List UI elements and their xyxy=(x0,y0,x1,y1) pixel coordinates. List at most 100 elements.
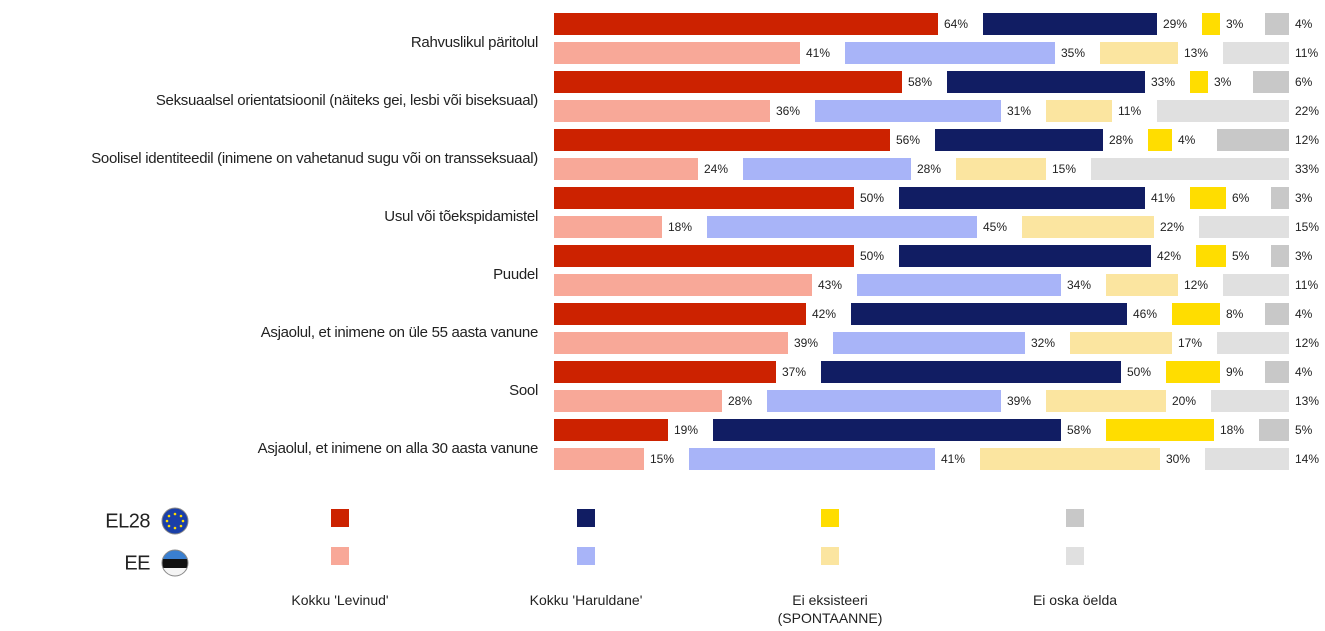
legend-label: Kokku 'Levinud' xyxy=(291,592,389,608)
legend-swatch xyxy=(331,509,349,527)
bar-segment xyxy=(554,274,812,296)
bar-segment xyxy=(1070,332,1172,354)
bar-segment xyxy=(743,158,911,180)
value-label: 50% xyxy=(860,191,884,205)
value-label: 22% xyxy=(1160,220,1184,234)
bar-segment xyxy=(1205,448,1289,470)
value-label: 24% xyxy=(704,162,728,176)
bar-segment xyxy=(554,42,800,64)
value-label: 33% xyxy=(1151,75,1175,89)
value-label: 56% xyxy=(896,133,920,147)
bar-segment xyxy=(554,13,938,35)
bar-segment xyxy=(1217,129,1289,151)
bar-segment xyxy=(1157,100,1289,122)
bar-segment xyxy=(935,129,1103,151)
bar-segment xyxy=(1106,274,1178,296)
value-label: 15% xyxy=(1052,162,1076,176)
bar-segment xyxy=(554,129,890,151)
value-label: 14% xyxy=(1295,452,1319,466)
bar-segment xyxy=(1091,158,1289,180)
legend-swatch xyxy=(577,547,595,565)
bar-segment xyxy=(1223,274,1289,296)
value-label: 32% xyxy=(1031,336,1055,350)
bar-segment xyxy=(956,158,1046,180)
bar-segment xyxy=(1265,361,1289,383)
bar-segment xyxy=(554,448,644,470)
bar-segment xyxy=(1196,245,1226,267)
legend-swatch xyxy=(331,547,349,565)
bar-segment xyxy=(554,245,854,267)
legend-label: Ei oska öelda xyxy=(1032,592,1118,608)
value-label: 41% xyxy=(1151,191,1175,205)
value-label: 4% xyxy=(1295,365,1313,379)
legend-swatch xyxy=(821,509,839,527)
value-label: 28% xyxy=(1109,133,1133,147)
bar-segment xyxy=(1172,303,1220,325)
value-label: 45% xyxy=(983,220,1007,234)
value-label: 46% xyxy=(1133,307,1157,321)
value-label: 6% xyxy=(1295,75,1313,89)
bar-segment xyxy=(857,274,1061,296)
bar-segment xyxy=(1166,361,1220,383)
value-label: 34% xyxy=(1067,278,1091,292)
value-label: 58% xyxy=(1067,423,1091,437)
value-label: 41% xyxy=(806,46,830,60)
value-label: 28% xyxy=(917,162,941,176)
bar-segment xyxy=(554,419,668,441)
value-label: 30% xyxy=(1166,452,1190,466)
bar-segment xyxy=(1271,245,1289,267)
bar-segment xyxy=(899,245,1151,267)
value-label: 17% xyxy=(1178,336,1202,350)
value-label: 20% xyxy=(1172,394,1196,408)
bar-segment xyxy=(851,303,1127,325)
value-label: 4% xyxy=(1178,133,1196,147)
ee-flag xyxy=(161,549,189,577)
bar-segment xyxy=(689,448,935,470)
category-label: Sool xyxy=(509,382,538,399)
value-label: 4% xyxy=(1295,17,1313,31)
category-label: Usul või tõekspidamistel xyxy=(384,208,538,225)
category-label: Seksuaalsel orientatsioonil (näiteks gei… xyxy=(156,92,538,109)
bar-segment xyxy=(1202,13,1220,35)
value-label: 3% xyxy=(1295,249,1313,263)
bar-segment xyxy=(845,42,1055,64)
value-label: 42% xyxy=(1157,249,1181,263)
bar-segment xyxy=(1046,390,1166,412)
bar-segment xyxy=(1265,13,1289,35)
bar-segment xyxy=(1190,187,1226,209)
bar-segment xyxy=(1265,303,1289,325)
value-label: 28% xyxy=(728,394,752,408)
bar-segment xyxy=(815,100,1001,122)
value-label: 6% xyxy=(1232,191,1250,205)
value-label: 29% xyxy=(1163,17,1187,31)
bar-segment xyxy=(899,187,1145,209)
bar-segment xyxy=(1100,42,1178,64)
value-label: 12% xyxy=(1295,133,1319,147)
value-label: 39% xyxy=(1007,394,1031,408)
value-label: 11% xyxy=(1295,278,1318,292)
bar-segment xyxy=(554,332,788,354)
bar-segment xyxy=(980,448,1160,470)
group-label: EL28 xyxy=(105,510,150,532)
bar-segment xyxy=(1190,71,1208,93)
eu-flag xyxy=(161,507,189,535)
value-label: 37% xyxy=(782,365,806,379)
bar-segment xyxy=(1253,71,1289,93)
bar-segment xyxy=(1211,390,1289,412)
value-label: 18% xyxy=(1220,423,1244,437)
category-label: Asjaolul, et inimene on alla 30 aasta va… xyxy=(258,440,538,457)
value-label: 3% xyxy=(1214,75,1232,89)
bar-segment xyxy=(1271,187,1289,209)
category-label: Rahvuslikul päritolul xyxy=(411,34,538,51)
legend-label: Ei eksisteeri (SPONTAANNE) xyxy=(777,592,883,626)
value-label: 39% xyxy=(794,336,818,350)
bar-segment xyxy=(1217,332,1289,354)
legend-label: Kokku 'Haruldane' xyxy=(529,592,643,608)
bar-segment xyxy=(554,361,776,383)
value-label: 64% xyxy=(944,17,968,31)
value-label: 50% xyxy=(860,249,884,263)
legend-swatch xyxy=(577,509,595,527)
value-label: 35% xyxy=(1061,46,1085,60)
